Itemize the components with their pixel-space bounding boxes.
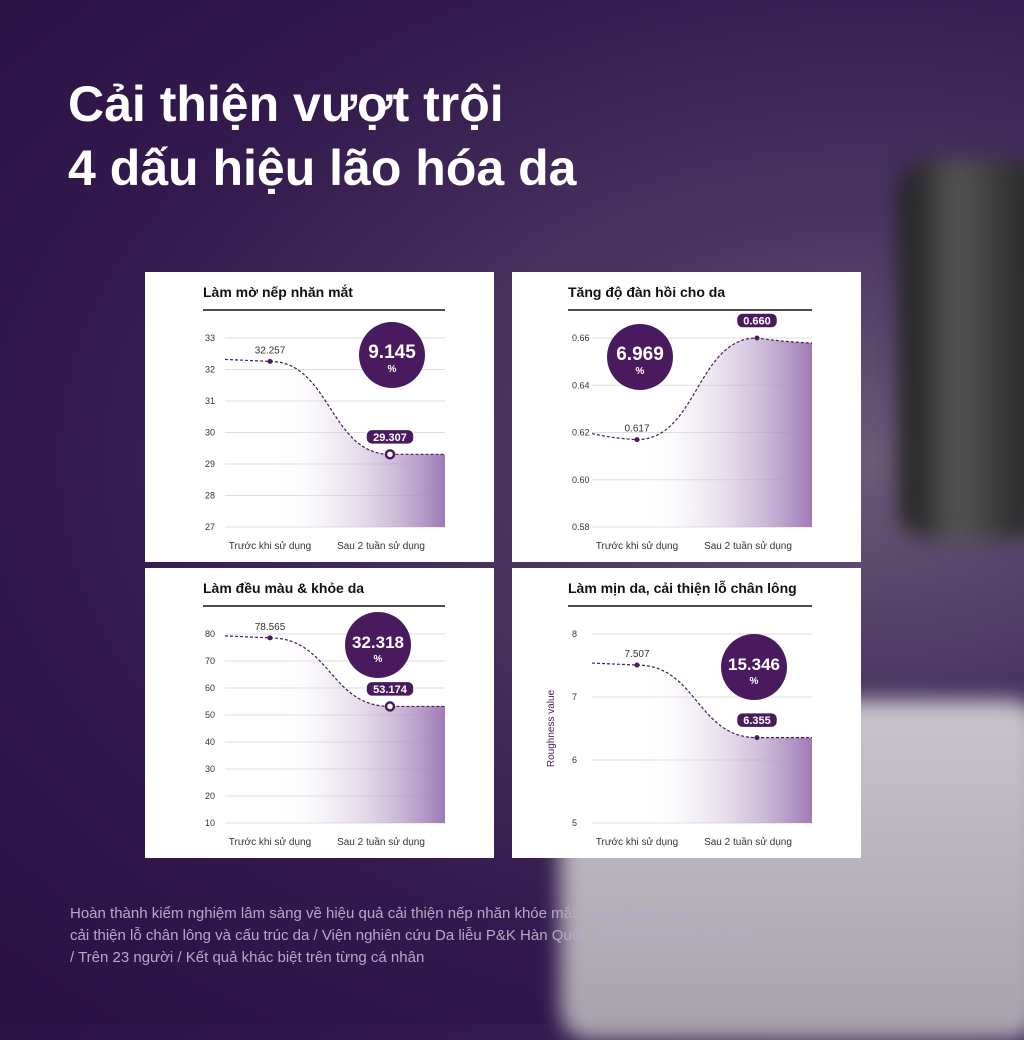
- data-point-before: [267, 358, 273, 364]
- x-tick-label: Trước khi sử dụng: [596, 540, 678, 552]
- chart-svg: 10 20 30 40 50 60 70 80 Trước khi sử dụng Sau 2 t…: [203, 605, 445, 848]
- chart-title: Tăng độ đàn hồi cho da: [568, 284, 726, 300]
- y-tick-label: 31: [205, 396, 215, 406]
- chart-svg: 27 28 29 30 31 32 33 Trước khi sử dụng Sau 2 tuầ…: [203, 309, 445, 552]
- badge-unit: %: [374, 654, 383, 665]
- x-tick-label: Sau 2 tuần sử dụng: [337, 540, 425, 552]
- x-tick-label: Trước khi sử dụng: [229, 540, 311, 552]
- y-tick-label: 20: [205, 791, 215, 801]
- x-tick-label: Trước khi sử dụng: [596, 836, 678, 848]
- y-tick-label: 8: [572, 629, 577, 639]
- y-tick-label: 0.60: [572, 475, 590, 485]
- chart-panel-tone: Làm đều màu & khỏe da 10 20 30 40 50 60 70 80 Trư…: [145, 568, 494, 858]
- series-line: [224, 635, 445, 708]
- headline: Cải thiện vượt trội 4 dấu hiệu lão hóa d…: [68, 72, 576, 200]
- footer-line-3: / Trên 23 người / Kết quả khác biệt trên…: [70, 949, 425, 966]
- chart-title: Làm đều màu & khỏe da: [203, 580, 365, 596]
- data-point-before: [634, 662, 640, 668]
- data-point-after: [384, 701, 396, 712]
- area-fill: [592, 663, 812, 823]
- data-point-after: [754, 335, 760, 341]
- value-label-before: 7.507: [624, 649, 649, 660]
- chart-title: Làm mịn da, cải thiện lỗ chân lông: [568, 580, 797, 596]
- footer-line-2: cải thiện lỗ chân lông và cấu trúc da / …: [70, 927, 756, 944]
- badge-value: 15.346: [728, 655, 780, 674]
- y-tick-label: 27: [205, 522, 215, 532]
- value-label-after: 29.307: [373, 432, 407, 444]
- y-tick-label: 0.66: [572, 333, 590, 343]
- footer-note: Hoàn thành kiểm nghiệm lâm sàng về hiệu …: [70, 903, 870, 969]
- improvement-badge: [359, 322, 425, 388]
- x-tick-label: Sau 2 tuần sử dụng: [704, 540, 792, 552]
- badge-value: 32.318: [352, 633, 404, 652]
- headline-line-2: 4 dấu hiệu lão hóa da: [68, 140, 577, 196]
- y-tick-label: 70: [205, 656, 215, 666]
- chart-panel-pores: Làm mịn da, cải thiện lỗ chân lông 5 6 7 8 Ro…: [512, 568, 861, 858]
- footer-line-1: Hoàn thành kiểm nghiệm lâm sàng về hiệu …: [70, 905, 713, 922]
- area-fill: [225, 359, 445, 527]
- value-pill-after: [735, 711, 779, 729]
- y-tick-label: 30: [205, 764, 215, 774]
- y-tick-label: 6: [572, 755, 577, 765]
- y-tick-label: 0.62: [572, 428, 590, 438]
- y-axis-label: Roughness value: [546, 689, 557, 767]
- improvement-badge: [607, 324, 673, 390]
- area-fill: [592, 338, 812, 527]
- area-fill: [225, 635, 445, 823]
- value-pill-after: [735, 312, 779, 329]
- value-pill-after: [365, 680, 415, 698]
- product-bottle-cap: [900, 160, 1024, 540]
- y-tick-label: 33: [205, 333, 215, 343]
- y-tick-label: 0.58: [572, 522, 590, 532]
- series-line: [591, 337, 813, 441]
- y-tick-label: 80: [205, 629, 215, 639]
- data-point-after: [754, 735, 760, 741]
- data-point-before: [267, 635, 273, 641]
- chart-panel-elasticity: Tăng độ đàn hồi cho da 0.58 0.60 0.62 0.64 0.…: [512, 272, 861, 562]
- badge-value: 9.145: [368, 342, 416, 363]
- improvement-badge: [345, 612, 411, 678]
- chart-svg: 0.58 0.60 0.62 0.64 0.66 Trước khi sử dụng Sau…: [568, 309, 813, 552]
- y-tick-label: 7: [572, 692, 577, 702]
- badge-value: 6.969: [616, 344, 664, 365]
- series-line: [591, 662, 812, 739]
- headline-line-1: Cải thiện vượt trội: [68, 76, 504, 132]
- y-tick-label: 50: [205, 710, 215, 720]
- chart-panel-wrinkles: Làm mờ nếp nhăn mắt 27 28 29 30 31 32 33 Trước k…: [145, 272, 494, 562]
- data-point-after: [384, 449, 396, 460]
- badge-unit: %: [388, 364, 397, 375]
- y-tick-label: 28: [205, 491, 215, 501]
- badge-unit: %: [636, 366, 645, 377]
- value-label-before: 32.257: [255, 345, 286, 356]
- y-tick-label: 30: [205, 428, 215, 438]
- x-tick-label: Sau 2 tuần sử dụng: [337, 836, 425, 848]
- y-tick-label: 0.64: [572, 380, 590, 390]
- value-label-before: 0.617: [624, 424, 649, 435]
- y-tick-label: 10: [205, 818, 215, 828]
- x-tick-label: Sau 2 tuần sử dụng: [704, 836, 792, 848]
- value-label-after: 6.355: [743, 715, 771, 727]
- chart-svg: 5 6 7 8 Roughness value Trước khi sử dụng Sau …: [546, 605, 812, 848]
- badge-unit: %: [750, 676, 759, 687]
- y-tick-label: 5: [572, 818, 577, 828]
- y-tick-label: 40: [205, 737, 215, 747]
- value-label-before: 78.565: [255, 622, 286, 633]
- y-tick-label: 32: [205, 365, 215, 375]
- y-tick-label: 60: [205, 683, 215, 693]
- chart-title: Làm mờ nếp nhăn mắt: [203, 284, 353, 300]
- value-label-after: 53.174: [373, 684, 408, 696]
- data-point-before: [634, 437, 640, 443]
- improvement-badge: [721, 634, 787, 700]
- value-pill-after: [365, 428, 415, 446]
- value-label-after: 0.660: [743, 316, 771, 328]
- y-tick-label: 29: [205, 459, 215, 469]
- x-tick-label: Trước khi sử dụng: [229, 836, 311, 848]
